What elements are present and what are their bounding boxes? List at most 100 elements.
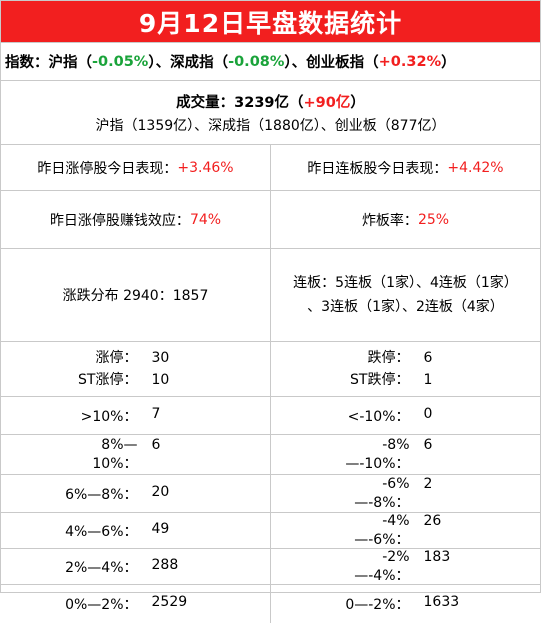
range-up-cell: 0%—2%： 2529 xyxy=(1,585,271,623)
limit-down-cell: 跌停： 6 ST跌停： 1 xyxy=(271,342,540,396)
range-row: 6%—8%： 20 -6%—-8%： 2 xyxy=(1,475,540,513)
range-up-label: 6%—8%： xyxy=(65,486,138,503)
yesterday-limit-up-label: 昨日涨停股今日表现： xyxy=(37,160,178,177)
range-up-value: 49 xyxy=(151,520,170,537)
sz-index-change: -0.08% xyxy=(228,53,285,70)
index-mid1: ）、深成指（ xyxy=(148,55,229,71)
range-down-value: 183 xyxy=(423,548,451,565)
blowup-value: 25% xyxy=(417,211,450,228)
st-limit-up-pair: ST涨停： 10 xyxy=(60,369,212,391)
limit-up-pair: 涨停： 30 xyxy=(60,347,212,369)
consecutive-cell: 昨日连板股今日表现： +4.42% xyxy=(271,145,540,190)
streak-line-1: 连板：5连板（1家）、4连板（1家） xyxy=(293,275,518,291)
range-down-label: -6%—-8%： xyxy=(354,475,410,511)
range-row: 0%—2%： 2529 0—-2%： 1633 xyxy=(1,585,540,623)
range-up-value: 7 xyxy=(151,405,161,422)
range-row: 4%—6%： 49 -4%—-6%： 26 xyxy=(1,513,540,549)
range-up-cell: 8%—10%： 6 xyxy=(1,435,271,474)
range-up-pair: 8%—10%： 6 xyxy=(60,437,212,473)
range-down-pair: -6%—-8%： 2 xyxy=(330,476,482,512)
st-limit-down-pair: ST跌停： 1 xyxy=(330,369,482,391)
volume-summary: 成交量：3239亿（+90亿） 沪指（1359亿）、深成指（1880亿）、创业板… xyxy=(1,81,540,145)
range-up-label: 4%—6%： xyxy=(65,523,138,540)
limit-up-cell: 涨停： 30 ST涨停： 10 xyxy=(1,342,271,396)
st-limit-down-value: 1 xyxy=(423,372,433,388)
consecutive-label: 昨日连板股今日表现： xyxy=(307,160,448,177)
effect-row: 昨日涨停股赚钱效应： 74% 炸板率： 25% xyxy=(1,191,540,249)
range-up-label: 8%—10%： xyxy=(92,436,138,472)
range-up-cell: 2%—4%： 288 xyxy=(1,549,271,584)
range-up-pair: 4%—6%： 49 xyxy=(60,521,212,541)
range-up-value: 2529 xyxy=(151,594,188,610)
range-down-value: 1633 xyxy=(423,594,460,610)
range-up-label: >10%： xyxy=(80,408,138,425)
range-down-pair: -8%—-10%： 6 xyxy=(330,437,482,473)
range-row: 8%—10%： 6 -8%—-10%： 6 xyxy=(1,435,540,475)
range-down-pair: -4%—-6%： 26 xyxy=(330,513,482,549)
range-down-label: -2%—-4%： xyxy=(354,548,410,584)
st-limit-up-label: ST涨停： xyxy=(78,372,138,388)
cy-index-change: +0.32% xyxy=(378,53,442,70)
consecutive-value: +4.42% xyxy=(447,159,504,176)
range-down-cell: -6%—-8%： 2 xyxy=(271,475,540,512)
range-down-label: -4%—-6%： xyxy=(354,512,410,548)
range-row: >10%： 7 <-10%： 0 xyxy=(1,397,540,435)
index-mid2: ）、创业板指（ xyxy=(284,55,379,71)
volume-detail: 沪指（1359亿）、深成指（1880亿）、创业板（877亿） xyxy=(95,117,446,134)
volume-total: 成交量：3239亿（+90亿） xyxy=(176,91,365,112)
distribution-row: 涨跌分布 2940：1857 连板：5连板（1家）、4连板（1家） 、3连板（1… xyxy=(1,249,540,342)
range-down-cell: -4%—-6%： 26 xyxy=(271,513,540,548)
limit-down-value: 6 xyxy=(423,350,433,366)
volume-suffix: ） xyxy=(350,94,365,111)
limit-row: 涨停： 30 ST涨停： 10 跌停： 6 ST跌停： 1 xyxy=(1,342,540,397)
range-up-label: 2%—4%： xyxy=(65,559,138,576)
distribution-cell: 涨跌分布 2940：1857 xyxy=(1,249,271,341)
range-up-pair: >10%： 7 xyxy=(60,406,212,426)
range-down-cell: -2%—-4%： 183 xyxy=(271,549,540,584)
range-down-pair: 0—-2%： 1633 xyxy=(330,594,482,614)
sh-index-change: -0.05% xyxy=(92,53,149,70)
range-up-cell: >10%： 7 xyxy=(1,397,271,434)
blowup-label: 炸板率： xyxy=(361,212,418,229)
index-prefix: 指数：沪指（ xyxy=(5,55,92,71)
performance-row: 昨日涨停股今日表现： +3.46% 昨日连板股今日表现： +4.42% xyxy=(1,145,540,191)
range-down-value: 6 xyxy=(423,436,433,453)
range-down-cell: -8%—-10%： 6 xyxy=(271,435,540,474)
range-down-value: 26 xyxy=(423,512,442,529)
range-up-label: 0%—2%： xyxy=(65,597,138,613)
st-limit-down-label: ST跌停： xyxy=(350,372,410,388)
range-up-value: 20 xyxy=(151,483,170,500)
yesterday-limit-up-cell: 昨日涨停股今日表现： +3.46% xyxy=(1,145,271,190)
page-title: 9月12日早盘数据统计 xyxy=(1,1,540,43)
range-down-label: <-10%： xyxy=(347,408,410,425)
limit-down-label: 跌停： xyxy=(367,350,410,366)
range-up-value: 288 xyxy=(151,556,179,573)
profit-effect-label: 昨日涨停股赚钱效应： xyxy=(49,212,190,229)
range-down-cell: <-10%： 0 xyxy=(271,397,540,434)
range-up-pair: 6%—8%： 20 xyxy=(60,484,212,504)
profit-effect-cell: 昨日涨停股赚钱效应： 74% xyxy=(1,191,271,248)
volume-prefix: 成交量：3239亿（ xyxy=(176,94,304,111)
range-up-pair: 2%—4%： 288 xyxy=(60,557,212,577)
range-table: >10%： 7 <-10%： 0 8%—10%： 6 -8%—-10%： 6 6%—8%： 20 -… xyxy=(1,397,540,623)
limit-up-label: 涨停： xyxy=(95,350,138,366)
range-down-pair: <-10%： 0 xyxy=(330,406,482,426)
range-up-value: 6 xyxy=(151,436,161,453)
range-down-label: -8%—-10%： xyxy=(345,436,410,472)
range-up-cell: 4%—6%： 49 xyxy=(1,513,271,548)
limit-down-pair: 跌停： 6 xyxy=(330,347,482,369)
index-suffix: ） xyxy=(441,55,456,71)
blowup-cell: 炸板率： 25% xyxy=(271,191,540,248)
range-down-value: 0 xyxy=(423,405,433,422)
range-down-value: 2 xyxy=(423,475,433,492)
limit-up-value: 30 xyxy=(151,350,170,366)
range-row: 2%—4%： 288 -2%—-4%： 183 xyxy=(1,549,540,585)
range-up-cell: 6%—8%： 20 xyxy=(1,475,271,512)
streak-cell: 连板：5连板（1家）、4连板（1家） 、3连板（1家）、2连板（4家） xyxy=(271,249,540,341)
yesterday-limit-up-value: +3.46% xyxy=(177,159,234,176)
range-down-label: 0—-2%： xyxy=(345,597,410,613)
range-down-cell: 0—-2%： 1633 xyxy=(271,585,540,623)
range-down-pair: -2%—-4%： 183 xyxy=(330,549,482,585)
range-up-pair: 0%—2%： 2529 xyxy=(60,594,212,614)
